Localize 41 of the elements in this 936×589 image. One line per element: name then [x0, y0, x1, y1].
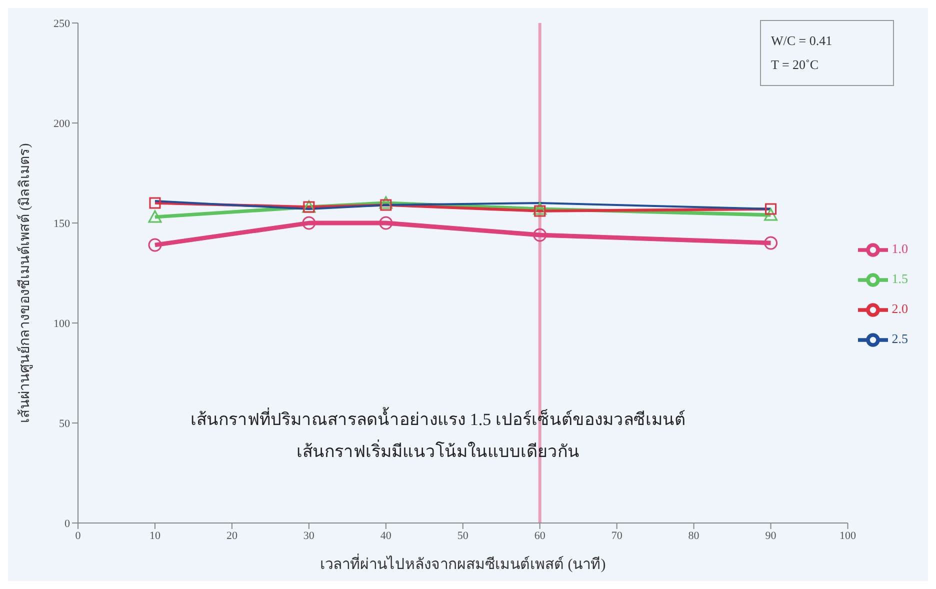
- x-tick-label: 60: [534, 530, 546, 542]
- x-tick-label: 20: [226, 530, 238, 542]
- point: [148, 210, 162, 223]
- condition-box: W/C = 0.41 T = 20˚C: [760, 20, 894, 86]
- legend-label: 1.5: [892, 270, 908, 286]
- annotation: เส้นกราฟเริ่มมีแนวโน้มในแบบเดียวกัน: [296, 438, 580, 463]
- point: [533, 202, 547, 215]
- annotation: T = 20˚C: [771, 56, 820, 74]
- point: [764, 236, 778, 250]
- y-tick-label: 100: [54, 318, 70, 330]
- point: [380, 199, 392, 211]
- point: [379, 216, 393, 230]
- y-tick-label: 200: [54, 118, 70, 130]
- point: [302, 216, 316, 230]
- x-tick-label: 90: [765, 530, 777, 542]
- point: [148, 238, 162, 252]
- point: [379, 196, 393, 209]
- annotation: W/C = 0.41: [771, 32, 834, 50]
- legend-label: 2.5: [892, 330, 908, 346]
- y-tick-label: 0: [64, 518, 70, 530]
- point: [764, 208, 778, 221]
- x-tick-label: 10: [149, 530, 161, 542]
- x-tick-label: 30: [303, 530, 315, 542]
- x-tick-label: 70: [611, 530, 623, 542]
- x-tick-label: 40: [380, 530, 392, 542]
- y-tick-label: 250: [54, 18, 70, 30]
- legend-label: 2.0: [892, 300, 908, 316]
- point: [533, 228, 547, 242]
- x-axis-title: เวลาที่ผ่านไปหลังจากผสมซีเมนต์เพสต์ (นาที): [320, 553, 606, 573]
- x-tick-label: 100: [840, 530, 856, 542]
- annotation: เส้นกราฟที่ปริมาณสารลดน้ำอย่างแรง 1.5 เปอร์เซ็นต์ของมวลซีเมนต์: [190, 406, 686, 431]
- point: [534, 205, 546, 217]
- y-tick-label: 150: [54, 218, 70, 230]
- point: [765, 203, 777, 215]
- y-tick-label: 50: [59, 418, 70, 430]
- x-tick-label: 0: [75, 530, 82, 542]
- legend-label: 1.0: [892, 240, 908, 256]
- x-tick-label: 80: [688, 530, 700, 542]
- x-tick-label: 50: [457, 530, 469, 542]
- y-axis-title: เส้นผ่านศูนย์กลางของซีเมนต์เพสต์ (มิลลิเมตร): [16, 142, 33, 423]
- point: [149, 197, 161, 209]
